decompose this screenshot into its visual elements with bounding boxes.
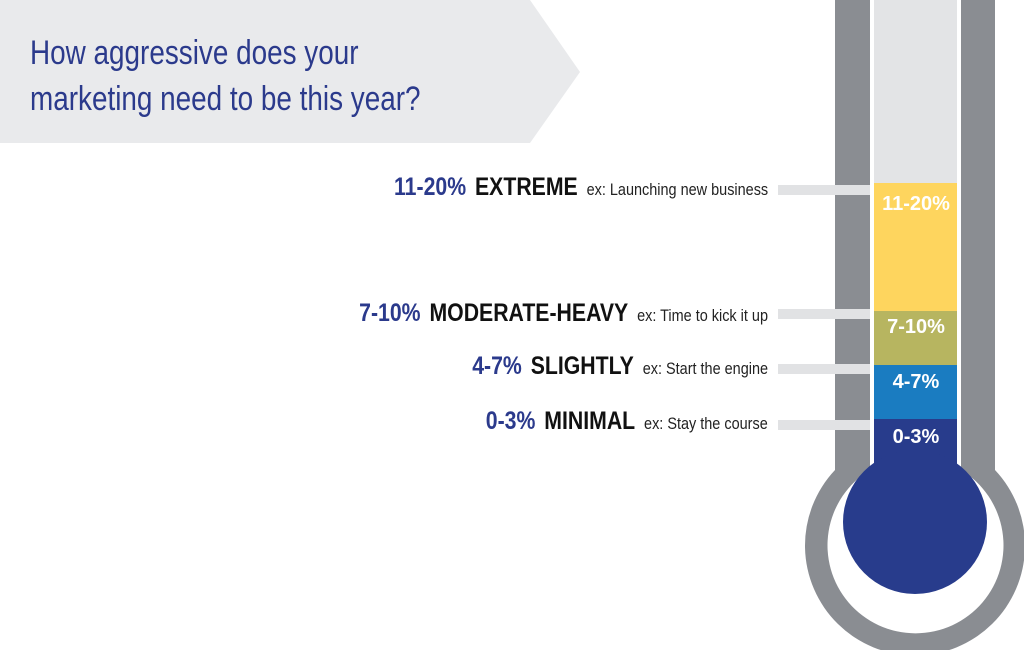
level-name: MODERATE-HEAVY xyxy=(429,299,629,327)
level-example: ex: Launching new business xyxy=(586,180,768,199)
level-range: 4-7% xyxy=(472,352,522,380)
banner-arrow-shape xyxy=(0,0,580,143)
segment-slightly xyxy=(874,365,957,419)
segment-label-moderate-heavy: 7-10% xyxy=(887,316,945,338)
segment-label-extreme: 11-20% xyxy=(882,193,950,215)
level-range: 0-3% xyxy=(486,407,536,435)
level-moderate-heavy: 7-10% MODERATE-HEAVY ex: Time to kick it… xyxy=(359,299,768,327)
level-range: 7-10% xyxy=(359,299,421,327)
level-name: MINIMAL xyxy=(544,407,636,435)
page-title: How aggressive does your marketing need … xyxy=(30,30,421,122)
connector-extreme xyxy=(778,185,870,195)
connector-slightly xyxy=(778,364,870,374)
level-minimal: 0-3% MINIMAL ex: Stay the course xyxy=(486,407,768,435)
segment-label-slightly: 4-7% xyxy=(892,371,940,393)
level-name: EXTREME xyxy=(474,173,578,201)
level-example: ex: Start the engine xyxy=(642,359,768,378)
connector-minimal xyxy=(778,420,870,430)
level-example: ex: Stay the course xyxy=(644,414,768,433)
title-banner: How aggressive does your marketing need … xyxy=(0,0,600,145)
connector-moderate-heavy xyxy=(778,309,870,319)
title-line-2: marketing need to be this year? xyxy=(30,80,421,118)
level-range: 11-20% xyxy=(393,173,466,201)
segment-moderate-heavy xyxy=(874,311,957,365)
level-extreme: 11-20% EXTREME ex: Launching new busines… xyxy=(393,173,768,201)
level-name: SLIGHTLY xyxy=(530,352,634,380)
segment-extreme xyxy=(874,183,957,311)
level-slightly: 4-7% SLIGHTLY ex: Start the engine xyxy=(472,352,768,380)
level-example: ex: Time to kick it up xyxy=(637,306,768,325)
segment-label-minimal: 0-3% xyxy=(892,426,940,448)
title-line-1: How aggressive does your xyxy=(30,34,359,72)
thermometer-bulb xyxy=(843,450,987,594)
